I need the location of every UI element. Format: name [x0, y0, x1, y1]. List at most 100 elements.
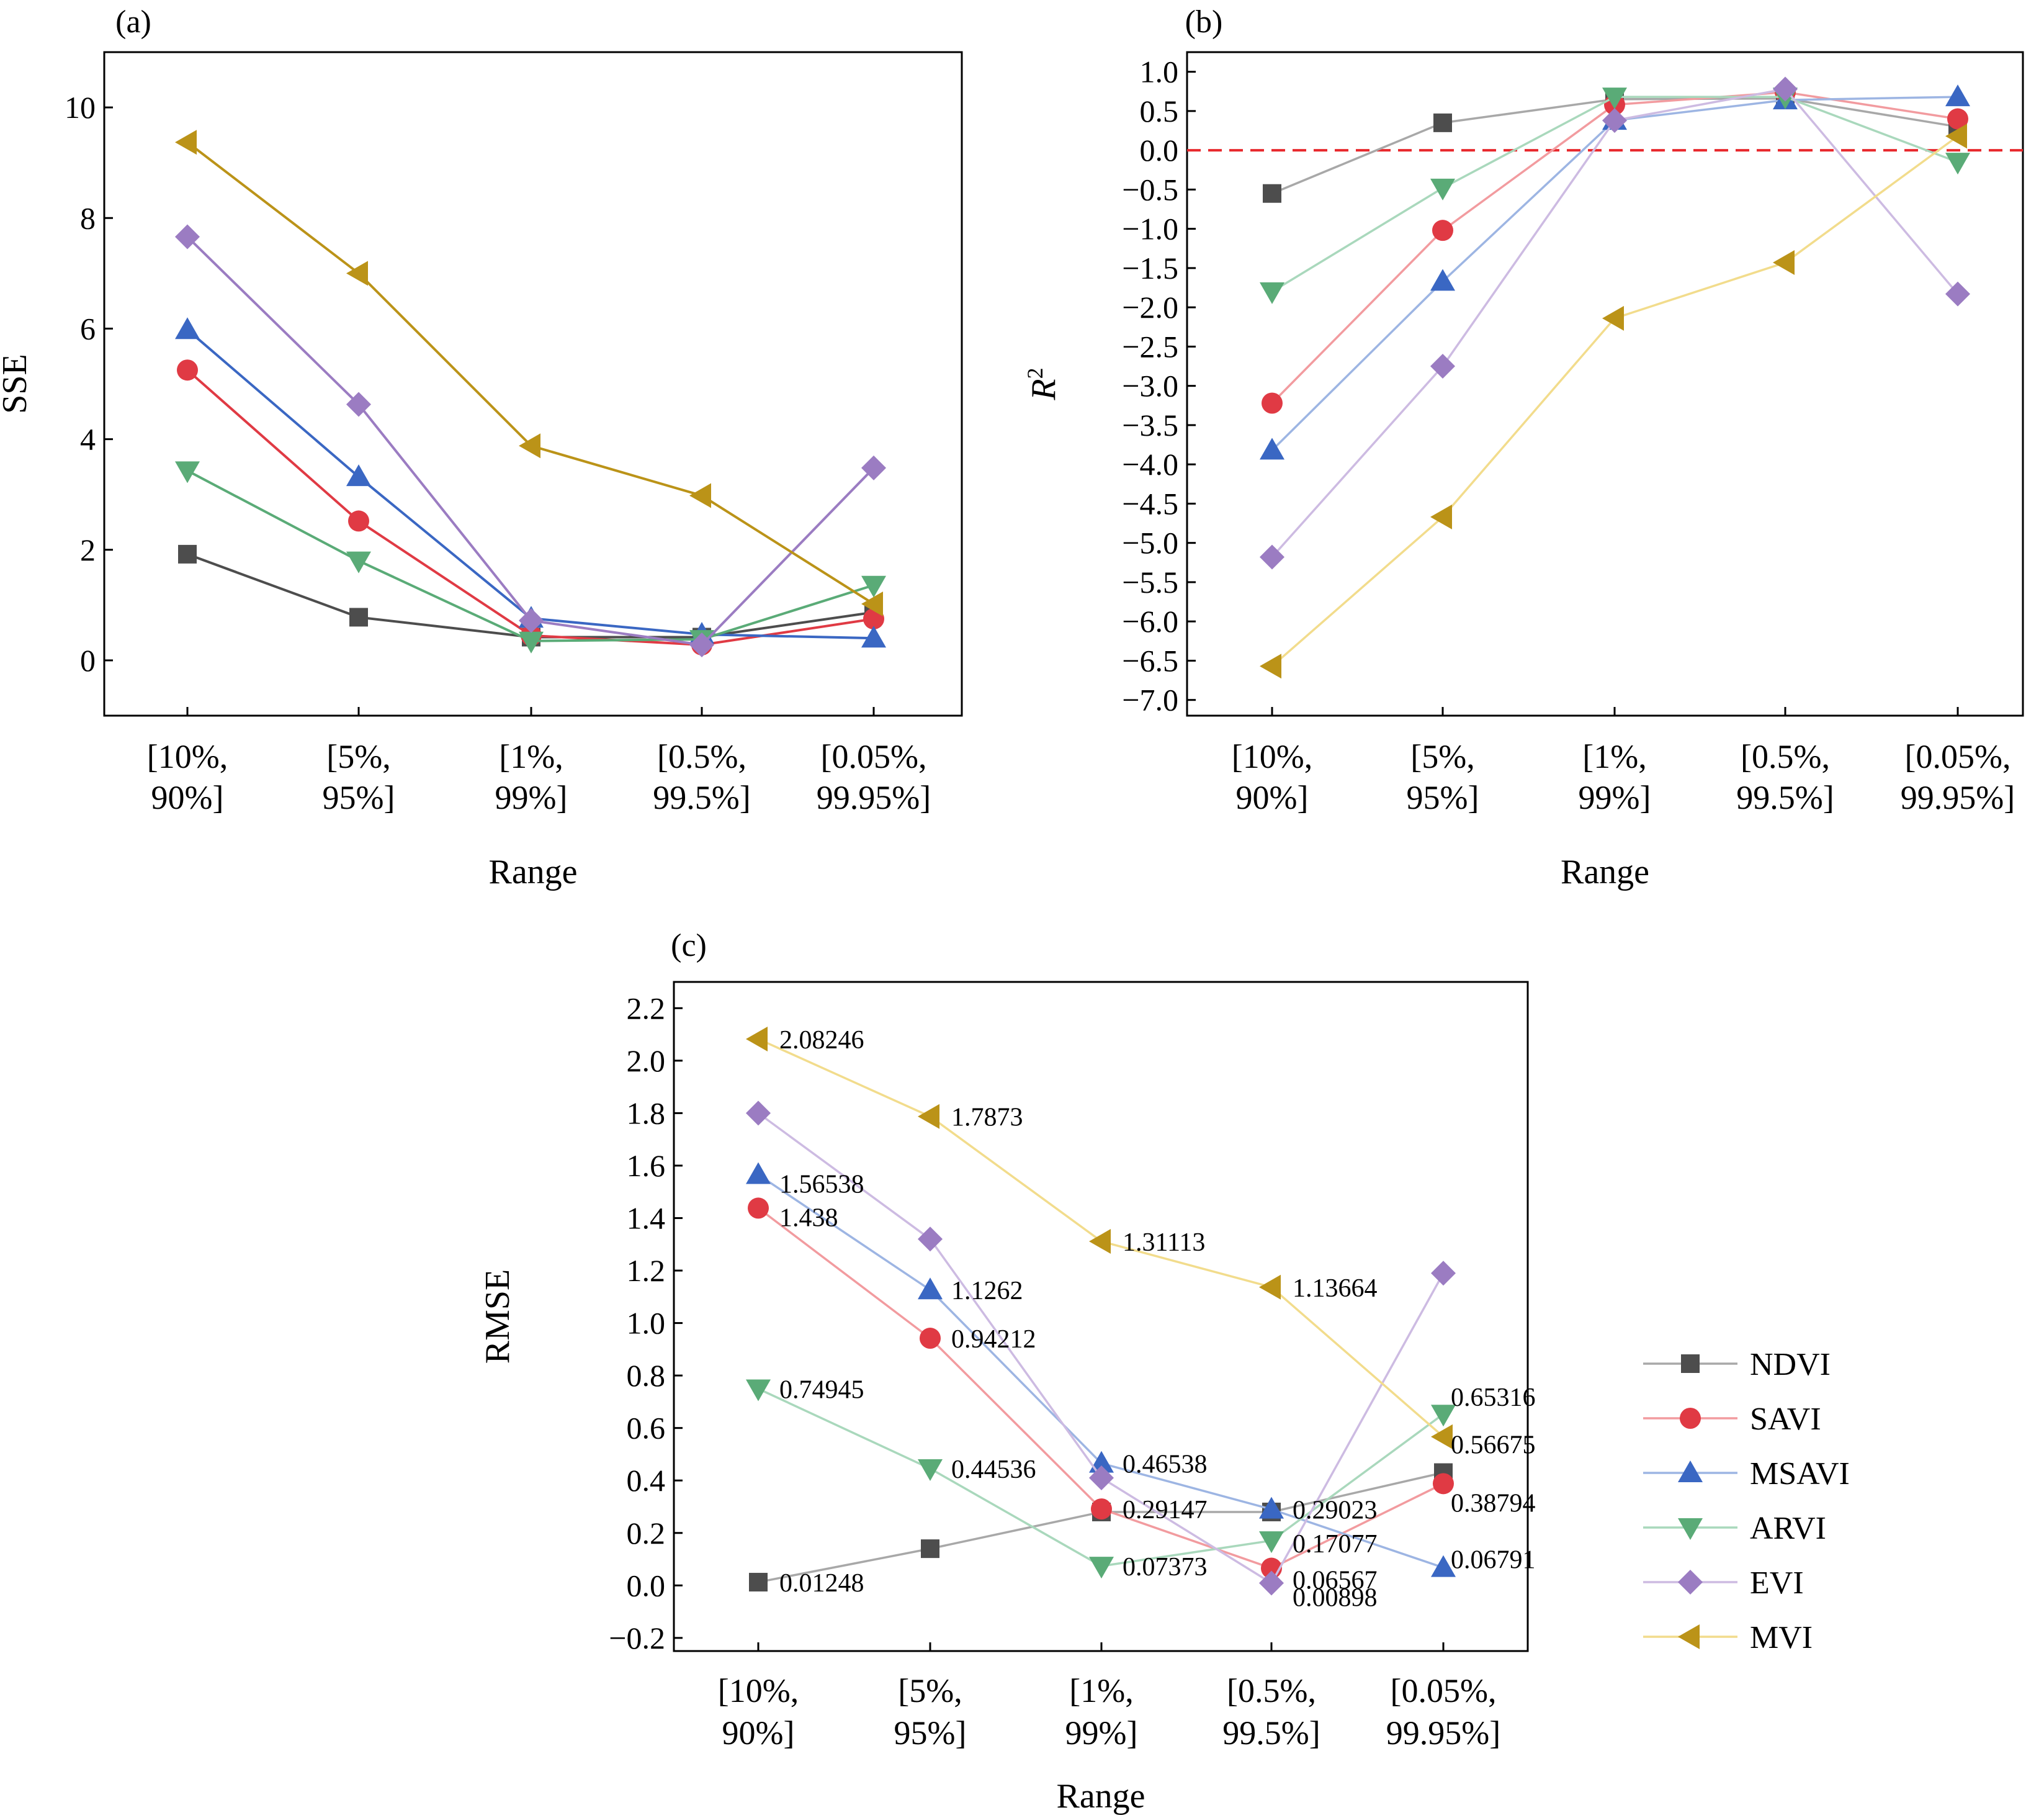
x-tick-label: 99%]: [1579, 779, 1651, 816]
x-tick-label: 90%]: [1236, 779, 1309, 816]
legend-item-evi: EVI: [1643, 1565, 1804, 1601]
data-point-mvi-4: [1259, 1274, 1281, 1300]
data-point-mvi-5: [1431, 1424, 1453, 1449]
x-tick-label: [0.05%,: [1391, 1672, 1497, 1709]
data-labels: 2.08246 1.7873 1.56538 1.438 1.31113 1.13664 1…: [779, 1026, 1536, 1613]
y-axis-ticks: 2.2 2.0 1.8 1.6 1.4 1.2 1.0 0.8 0.6 0.4 0.2 0.0 −0.2: [609, 991, 683, 1655]
data-point-evi-2: [918, 1226, 943, 1252]
data-point-msavi-5: [1945, 84, 1970, 107]
data-point-arvi-2: [918, 1459, 943, 1482]
x-tick-label: [10%,: [1232, 738, 1312, 775]
y-tick-label: 0.5: [1140, 94, 1179, 128]
data-point-mvi-1: [175, 130, 197, 155]
chart-panel-2: (b)1.0 0.5 0.0 −0.5 −1.0 −1.5 −2.0 −2.5 −3.0 −3.5…: [1023, 4, 2024, 891]
x-tick-label: 99%]: [1065, 1714, 1138, 1752]
data-point-mvi-5: [861, 592, 883, 617]
x-axis-label: Range: [1561, 853, 1649, 891]
y-tick-label: 1.2: [627, 1253, 666, 1288]
data-point-msavi-1: [1260, 438, 1284, 460]
panel-label: (a): [115, 4, 151, 40]
data-point-ndvi-2: [1433, 113, 1452, 132]
data-point-msavi-1: [175, 317, 200, 340]
data-point-mvi-3: [519, 433, 540, 459]
series-line-mvi: [186, 141, 875, 605]
x-axis-ticks: [10%, 90%] [5%, 95%] [1%, 99%] [0.5%, 99.5%] [0.…: [718, 1642, 1500, 1752]
y-tick-label: −6.0: [1122, 604, 1178, 639]
legend-item-savi: SAVI: [1643, 1402, 1821, 1437]
y-tick-label: −0.5: [1122, 172, 1178, 207]
y-tick-label: −3.5: [1122, 408, 1178, 443]
data-point-arvi-5: [1431, 1405, 1456, 1427]
y-axis-label: RMSE: [478, 1269, 517, 1364]
y-tick-label: 1.0: [1140, 55, 1179, 89]
x-tick-label: 99%]: [495, 779, 568, 816]
x-axis-label: Range: [1056, 1777, 1145, 1816]
x-tick-label: 99.5%]: [1222, 1714, 1320, 1752]
x-tick-label: 99.95%]: [1386, 1714, 1500, 1752]
series-msavi: [175, 317, 886, 648]
y-tick-label: 6: [80, 311, 96, 346]
series-line-savi: [1271, 91, 1958, 404]
legend-marker: [1680, 1408, 1701, 1429]
data-point-evi-3: [1602, 108, 1627, 133]
y-tick-label: 0.6: [627, 1411, 666, 1446]
y-tick-label: 0.0: [627, 1568, 666, 1603]
data-label-mvi-2: 1.7873: [951, 1104, 1023, 1132]
x-tick-label: [5%,: [1410, 738, 1474, 775]
data-point-evi-4: [689, 632, 714, 657]
data-label-msavi-3: 0.46538: [1123, 1451, 1208, 1479]
data-label-mvi-5: 0.56675: [1451, 1431, 1536, 1460]
legend-label: MSAVI: [1750, 1456, 1850, 1492]
series-mvi: [1260, 124, 1967, 679]
data-point-mvi-4: [1773, 250, 1795, 276]
data-point-evi-5: [1431, 1261, 1456, 1286]
data-point-evi-4: [1773, 76, 1798, 102]
data-point-savi-1: [748, 1197, 769, 1219]
data-point-msavi-2: [1430, 269, 1455, 291]
data-label-savi-1: 1.438: [779, 1204, 838, 1232]
x-axis-label: Range: [488, 853, 577, 891]
data-label-savi-3: 0.29147: [1123, 1496, 1208, 1524]
data-point-arvi-5: [1945, 153, 1970, 175]
y-axis-label: SSE: [0, 354, 34, 414]
y-tick-label: 0.8: [627, 1358, 666, 1393]
series-arvi: [746, 1379, 1456, 1579]
data-point-evi-3: [519, 608, 544, 633]
plot-frame: [1186, 51, 2024, 717]
x-tick-label: [1%,: [1582, 738, 1646, 775]
data-label-savi-2: 0.94212: [951, 1325, 1036, 1354]
x-tick-label: [10%,: [147, 738, 228, 775]
y-axis-label-sup: 2: [1023, 367, 1047, 379]
y-tick-label: −1.5: [1122, 251, 1178, 286]
data-label-msavi-5: 0.06791: [1451, 1546, 1536, 1575]
series-msavi: [746, 1162, 1456, 1577]
data-point-mvi-2: [918, 1104, 939, 1129]
data-label-msavi-2: 1.1262: [951, 1277, 1023, 1305]
series-mvi: [746, 1026, 1453, 1449]
data-label-msavi-4: 0.29023: [1293, 1496, 1378, 1525]
legend-marker: [1678, 1570, 1703, 1595]
legend-label: NDVI: [1750, 1347, 1831, 1382]
data-point-savi-1: [1262, 392, 1283, 414]
data-label-ndvi-1: 0.01248: [779, 1569, 864, 1598]
y-tick-label: −7.0: [1122, 683, 1178, 718]
y-tick-label: 8: [80, 200, 96, 235]
data-label-evi-4: 0.00898: [1293, 1584, 1378, 1613]
data-point-msavi-4: [1259, 1496, 1284, 1519]
data-label-arvi-1: 0.74945: [779, 1375, 864, 1404]
y-tick-label: −2.5: [1122, 329, 1178, 364]
data-point-savi-3: [1091, 1498, 1112, 1520]
data-point-ndvi-2: [921, 1539, 939, 1559]
x-tick-label: [0.5%,: [657, 738, 746, 775]
data-point-arvi-5: [861, 575, 886, 598]
series-mvi: [175, 130, 883, 617]
data-point-evi-1: [746, 1100, 771, 1126]
data-point-mvi-1: [1260, 654, 1281, 679]
data-point-arvi-2: [1430, 178, 1455, 200]
data-label-arvi-5: 0.65316: [1451, 1384, 1536, 1412]
data-point-msavi-3: [1089, 1451, 1114, 1473]
data-point-evi-1: [1260, 544, 1284, 570]
data-label-arvi-4: 0.17077: [1293, 1530, 1378, 1559]
x-tick-label: [0.5%,: [1741, 738, 1830, 775]
data-point-evi-5: [861, 455, 886, 480]
